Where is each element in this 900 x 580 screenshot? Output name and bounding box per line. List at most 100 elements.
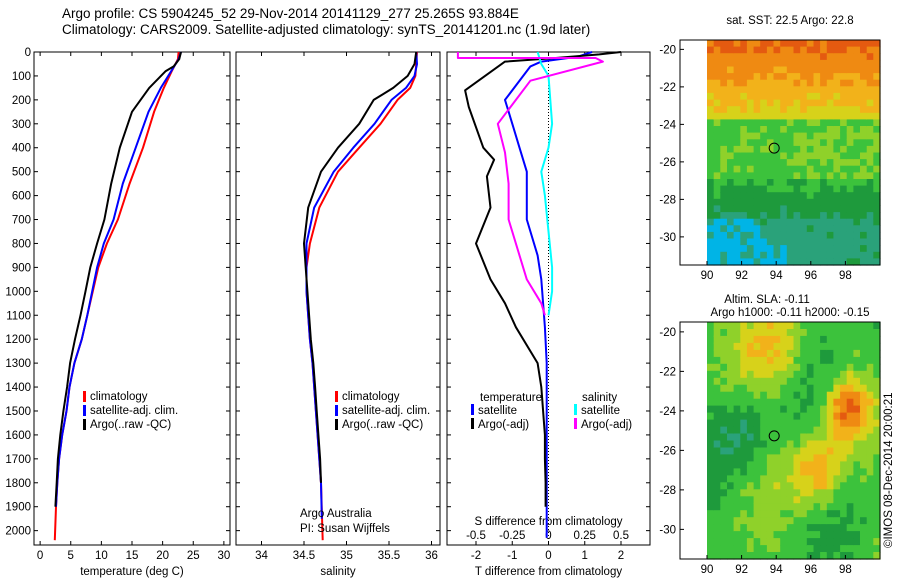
map-cell bbox=[753, 384, 761, 393]
map-cell bbox=[866, 447, 874, 456]
map-cell bbox=[853, 475, 861, 483]
series-line-1-1 bbox=[53, 51, 180, 541]
map-cell bbox=[866, 398, 874, 407]
map-cell bbox=[773, 475, 781, 483]
map-cell bbox=[806, 349, 815, 358]
map-cell bbox=[727, 322, 735, 330]
map-cell bbox=[866, 363, 874, 372]
map-cell bbox=[833, 192, 841, 200]
map-cell bbox=[866, 238, 874, 246]
map-cell bbox=[840, 545, 848, 553]
map-cell bbox=[780, 552, 788, 560]
map-cell bbox=[780, 231, 788, 240]
map-cell bbox=[800, 356, 808, 365]
map-cell bbox=[840, 139, 848, 147]
map-cell bbox=[820, 258, 828, 266]
depth-tick-label: 900 bbox=[12, 262, 31, 274]
map-cell bbox=[860, 342, 868, 351]
map-cell bbox=[873, 496, 881, 504]
map-cell bbox=[753, 510, 761, 518]
map-cell bbox=[820, 159, 828, 167]
map-cell bbox=[840, 145, 848, 154]
map-cell bbox=[820, 335, 828, 344]
map-cell bbox=[720, 433, 728, 442]
map-cell bbox=[846, 329, 854, 337]
map-cell bbox=[740, 53, 748, 61]
map-cell bbox=[820, 426, 828, 435]
map-cell bbox=[860, 524, 868, 532]
map-cell bbox=[826, 356, 835, 365]
map-cell bbox=[727, 552, 735, 560]
map-cell bbox=[753, 440, 761, 449]
map-cell bbox=[713, 165, 721, 173]
map-cell bbox=[760, 419, 768, 428]
map-cell bbox=[846, 92, 854, 101]
map-cell bbox=[826, 258, 835, 266]
map-cell bbox=[820, 205, 828, 213]
map-cell bbox=[773, 99, 781, 107]
map-cell bbox=[873, 46, 881, 54]
map-cell bbox=[793, 145, 801, 154]
map-cell bbox=[813, 46, 821, 54]
map-cell bbox=[733, 66, 741, 74]
map-cell bbox=[820, 412, 828, 421]
map-cell bbox=[760, 159, 768, 167]
map-cell bbox=[853, 461, 861, 469]
map-cell bbox=[873, 426, 881, 435]
map-cell bbox=[813, 165, 821, 173]
map-cell bbox=[760, 398, 768, 407]
map-cell bbox=[840, 251, 848, 259]
map-cell bbox=[826, 433, 835, 442]
map-cell bbox=[820, 356, 828, 365]
map-cell bbox=[813, 356, 821, 365]
map-cell bbox=[793, 119, 801, 127]
map-cell bbox=[746, 258, 755, 266]
map-cell bbox=[707, 53, 715, 61]
map-cell bbox=[740, 106, 748, 114]
map-cell bbox=[846, 40, 854, 48]
map-cell bbox=[713, 524, 721, 532]
map-cell bbox=[760, 40, 768, 48]
map-cell bbox=[707, 342, 715, 351]
map-cell bbox=[846, 524, 854, 532]
map-cell bbox=[813, 159, 821, 167]
map-cell bbox=[853, 218, 861, 226]
map-cell bbox=[773, 192, 781, 200]
map-cell bbox=[746, 53, 755, 61]
map-cell bbox=[740, 475, 748, 483]
map-cell bbox=[780, 433, 788, 442]
map-cell bbox=[720, 329, 728, 337]
map-cell bbox=[740, 426, 748, 435]
map-cell bbox=[866, 426, 874, 435]
map-cell bbox=[806, 73, 815, 81]
map-cell bbox=[793, 238, 801, 246]
map-cell bbox=[773, 152, 781, 160]
map-cell bbox=[806, 503, 815, 511]
map-cell bbox=[793, 363, 801, 372]
map-cell bbox=[813, 384, 821, 393]
map-cell bbox=[720, 40, 728, 48]
map-cell bbox=[746, 531, 755, 539]
map-cell bbox=[727, 391, 735, 400]
map-cell bbox=[707, 349, 715, 358]
map-cell bbox=[753, 145, 761, 154]
map-cell bbox=[873, 391, 881, 400]
map-cell bbox=[833, 440, 841, 449]
map-cell bbox=[720, 454, 728, 462]
s-tick-label: 0.25 bbox=[574, 530, 596, 542]
map-cell bbox=[753, 152, 761, 160]
map-cell bbox=[727, 106, 735, 114]
map-cell bbox=[713, 59, 721, 68]
map-cell bbox=[713, 370, 721, 379]
map-cell bbox=[833, 419, 841, 428]
map-cell bbox=[873, 329, 881, 337]
legend-swatch bbox=[335, 405, 338, 416]
map-cell bbox=[733, 73, 741, 81]
map-cell bbox=[793, 231, 801, 240]
map-cell bbox=[786, 454, 795, 462]
map-cell bbox=[740, 329, 748, 337]
map-cell bbox=[773, 510, 781, 518]
map-cell bbox=[766, 391, 775, 400]
map-cell bbox=[766, 329, 775, 337]
map-cell bbox=[793, 447, 801, 456]
